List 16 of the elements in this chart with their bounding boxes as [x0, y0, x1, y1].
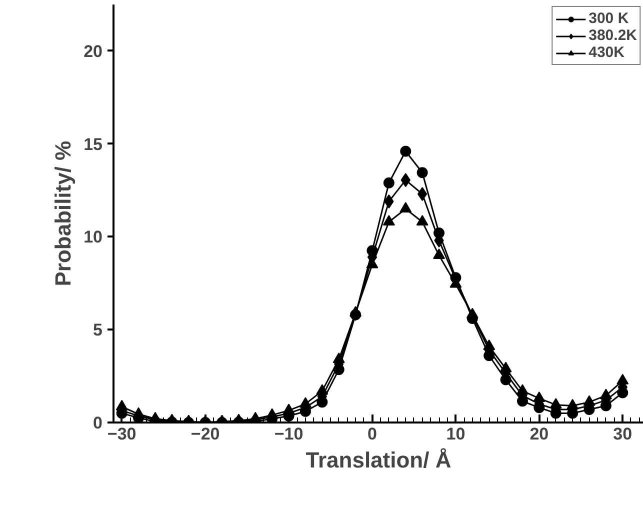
legend-label: 300 K	[588, 10, 629, 27]
x-tick-label: 10	[446, 424, 466, 444]
x-tick-label: −30	[107, 424, 136, 444]
y-tick-label: 5	[93, 320, 103, 340]
x-tick-label: −20	[190, 424, 220, 444]
y-axis-title: Probability/ %	[50, 140, 76, 286]
x-tick-label: 30	[613, 424, 632, 444]
x-tick-label: 20	[530, 424, 549, 444]
legend-label: 380.2K	[588, 27, 637, 44]
legend-label: 430K	[588, 44, 624, 61]
x-tick-label: −10	[274, 424, 304, 444]
x-axis-title: Translation/ Å	[306, 448, 452, 472]
y-tick-label: 10	[84, 228, 103, 247]
y-tick-label: 20	[84, 42, 103, 61]
x-tick-label: 0	[368, 424, 377, 444]
y-tick-label: 15	[84, 134, 103, 154]
